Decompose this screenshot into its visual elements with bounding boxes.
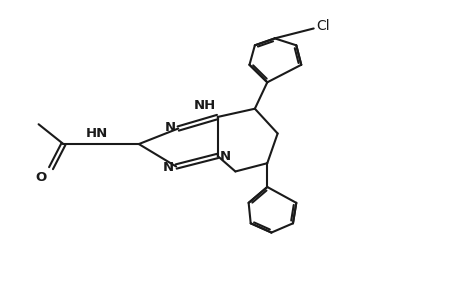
Text: O: O	[36, 171, 47, 184]
Text: HN: HN	[85, 127, 107, 140]
Text: N: N	[219, 150, 230, 164]
Text: NH: NH	[193, 99, 215, 112]
Text: N: N	[165, 121, 176, 134]
Text: N: N	[162, 161, 174, 174]
Text: Cl: Cl	[316, 20, 330, 34]
